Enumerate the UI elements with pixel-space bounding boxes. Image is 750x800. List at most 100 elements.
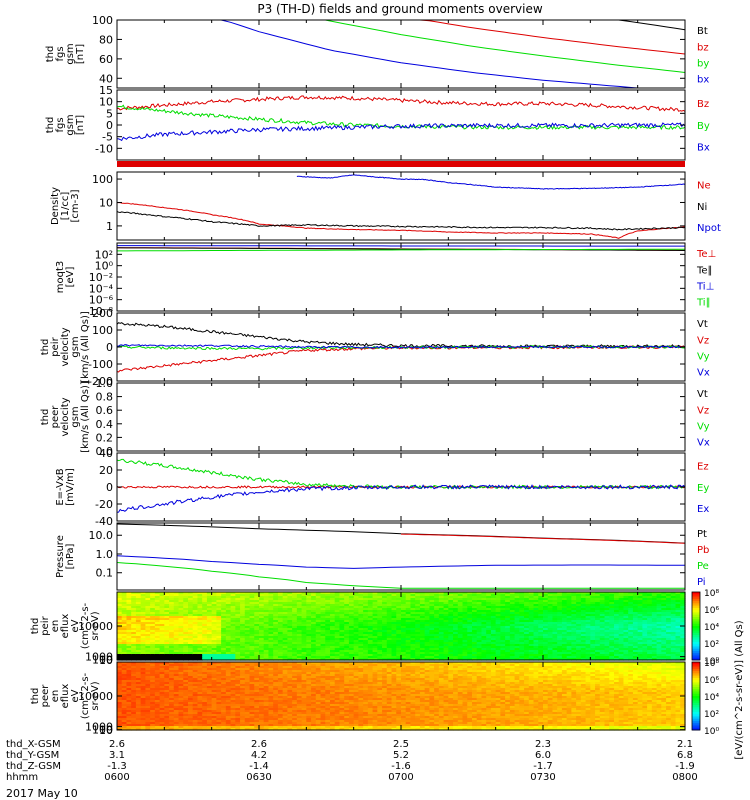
legend-entry: Ti⊥: [696, 282, 714, 293]
y-axis-label-line: Density: [50, 187, 61, 225]
y-tick-label: 10⁻⁸: [89, 305, 114, 318]
colorbar-tick-label: 10⁴: [704, 623, 719, 633]
colorbar-tick-label: 10⁸: [704, 589, 719, 599]
y-tick-label: 0.4: [96, 418, 114, 431]
series-Ez: [116, 485, 686, 489]
y-axis-label: thd peer en eflux eV (cm^2-s-sr-eV): [30, 672, 101, 719]
y-axis-label-line: [nT]: [75, 44, 86, 64]
x-tick-label: 5.2: [393, 750, 409, 761]
colorbar-tick-label: 10⁴: [704, 693, 719, 703]
x-tick-label: 0730: [530, 772, 555, 783]
y-tick-label: 100: [92, 14, 113, 27]
y-axis-label-line: eflux: [60, 614, 71, 639]
y-tick-label: 0.0: [96, 445, 114, 458]
x-tick-label: 0630: [246, 772, 271, 783]
legend-density: Ne Ni Npot: [697, 181, 721, 235]
y-tick-label: 100: [92, 654, 113, 667]
colorbar-peer-en-eflux: 10⁰ 10² 10⁴ 10⁶ 10⁸: [691, 659, 719, 737]
x-tick-label: -1.6: [391, 761, 411, 772]
legend-entry: Ey: [697, 483, 709, 494]
x-tick-label: -1.3: [107, 761, 127, 772]
y-tick-label: 100: [92, 173, 113, 186]
legend-fgs-gsm-nT: Bt bz by bx: [697, 26, 709, 86]
y-tick-label: 1000: [85, 651, 113, 664]
y-tick-label: 10⁻⁶: [89, 294, 114, 307]
y-axis-label-line: eV: [70, 619, 81, 632]
x-tick-label: 2.5: [393, 739, 409, 750]
legend-entry: Vy: [697, 422, 710, 433]
y-tick-label: 1000: [85, 721, 113, 734]
y-tick-label: 10⁰: [95, 260, 114, 273]
y-axis-label-line: fgs: [55, 46, 66, 61]
legend-entry: Pe: [697, 561, 709, 572]
y-axis-label-line: [mV/m]: [65, 468, 76, 506]
y-tick-label: 10.0: [89, 529, 114, 542]
y-tick-label: 0: [106, 481, 113, 494]
series-bx: [117, 19, 685, 89]
y-axis-label-line: peir: [50, 336, 61, 356]
legend-efield: Ez Ey Ex: [697, 462, 709, 515]
legend-entry: Vx: [697, 438, 710, 449]
series-by: [117, 19, 686, 73]
y-axis-label-line: fgs: [55, 117, 66, 132]
x-tick-label: -1.4: [249, 761, 269, 772]
y-tick-label: 10000: [78, 690, 113, 703]
series-Ne: [116, 201, 685, 239]
x-tick-label: 0800: [672, 772, 697, 783]
series-Vx: [117, 344, 686, 349]
panel-pressure: 0.1 1.0 10.0 Pressure [nPa] Pt Pb Pe Pi: [55, 522, 709, 591]
legend-entry: Ne: [697, 181, 711, 192]
panel-frame: [116, 382, 686, 452]
legend-entry: Vy: [697, 352, 710, 363]
legend-entry: By: [697, 121, 710, 132]
y-axis-label-line: thd: [40, 409, 51, 426]
y-tick-label: -10: [95, 142, 113, 155]
y-tick-label: 10: [99, 654, 113, 667]
y-axis-label-line: [nT]: [75, 115, 86, 135]
y-tick-label: 1.0: [96, 548, 114, 561]
colorbar-tick-label: 10⁸: [704, 659, 719, 669]
y-axis-label-line: [eV]: [65, 267, 76, 288]
y-axis-label-line: gsm: [70, 406, 81, 427]
y-tick-label: 40: [99, 447, 113, 460]
mode-bar: [117, 161, 685, 167]
series-Npot: [296, 174, 686, 190]
legend-fgs-gsm-detrended: Bz By Bx: [697, 99, 710, 154]
panel-fgs-gsm-nT: 40 60 80 100 thd fgs gsm [nT] Bt bz by bx: [45, 14, 709, 89]
legend-peer-velocity: Vt Vz Vy Vx: [697, 389, 710, 449]
x-tick-label: 2.1: [677, 739, 693, 750]
legend-entry: Pt: [697, 529, 707, 540]
y-tick-label: 10000: [78, 620, 113, 633]
y-axis-label-line: eV: [70, 689, 81, 702]
y-tick-label: 10⁻²: [89, 271, 113, 284]
legend-entry: by: [697, 59, 709, 70]
y-axis-label: Pressure [nPa]: [55, 535, 76, 578]
y-axis-label-line: thd: [40, 339, 51, 356]
series-bz: [117, 19, 686, 55]
y-tick-label: 10: [99, 197, 113, 210]
x-tick-label: 2.6: [251, 739, 267, 750]
y-axis-label-line: sr-eV): [90, 681, 101, 710]
y-tick-label: 10: [99, 96, 113, 109]
series-Ex: [116, 484, 686, 513]
legend-entry: Bz: [697, 99, 709, 110]
series-Vy: [116, 345, 686, 351]
y-axis-label: thd fgs gsm [nT]: [45, 43, 86, 64]
panel-frame: [116, 19, 686, 89]
panel-peer-velocity: 0.00.20.40.60.81.0 thd peer velocity gsm [km/…: [40, 377, 710, 458]
legend-peir-velocity: Vt Vz Vy Vx: [697, 319, 710, 379]
y-axis-label-line: [km/s (All Qs)]: [80, 311, 91, 383]
y-tick-label: 5: [106, 107, 113, 120]
heatmap-peir-en-eflux: [117, 592, 686, 661]
series-Ti∥: [117, 248, 685, 252]
x-tick-label: 2.3: [535, 739, 551, 750]
legend-entry: Ez: [697, 462, 709, 473]
legend-entry: Te⊥: [696, 249, 716, 260]
y-tick-label: 100: [92, 724, 113, 737]
series-Pi: [116, 555, 686, 569]
y-tick-label: 0.1: [96, 567, 114, 580]
panel-efield: -40 -20 0 20 40 E=-VxB [mV/m] Ez Ey Ex: [55, 447, 709, 528]
y-axis-label: moqt3 [eV]: [55, 261, 76, 294]
y-tick-label: 80: [99, 33, 113, 46]
x-row-label: thd_Y-GSM: [6, 750, 59, 761]
